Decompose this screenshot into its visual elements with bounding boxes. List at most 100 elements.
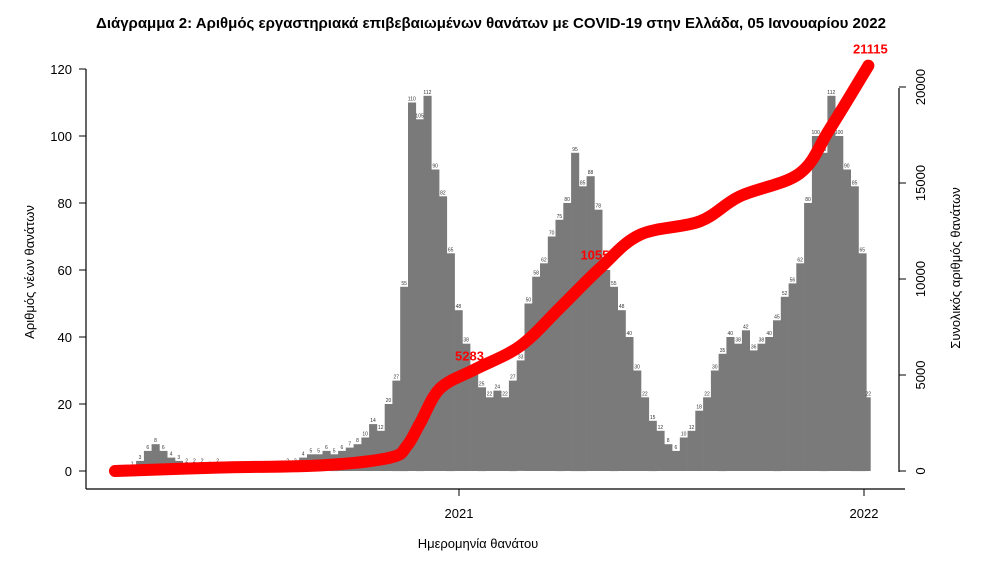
bar xyxy=(361,437,370,471)
bar-value-label: 55 xyxy=(401,281,407,287)
bar xyxy=(524,303,533,471)
bar xyxy=(501,397,510,471)
bar-value-label: 12 xyxy=(689,425,695,431)
bar xyxy=(765,337,774,471)
cumulative-line xyxy=(109,59,875,477)
bar-value-label: 8 xyxy=(356,438,359,444)
bar-value-label: 10 xyxy=(362,432,368,438)
bar-value-label: 22 xyxy=(487,391,493,397)
bar xyxy=(151,444,160,471)
bar-value-label: 65 xyxy=(860,247,866,253)
bar-value-label: 4 xyxy=(302,452,305,458)
bar xyxy=(672,450,681,471)
bar-value-label: 4 xyxy=(170,452,173,458)
bar xyxy=(602,270,611,471)
bar-value-label: 22 xyxy=(866,391,872,397)
bar xyxy=(796,263,805,471)
bar-value-label: 10 xyxy=(681,432,687,438)
bar-value-label: 80 xyxy=(564,197,570,203)
bar-value-label: 52 xyxy=(782,291,788,297)
bar-value-label: 40 xyxy=(766,331,772,337)
bar-value-label: 45 xyxy=(774,314,780,320)
bar xyxy=(780,296,789,471)
bar xyxy=(687,430,696,471)
y-right-tick-label: 20000 xyxy=(913,69,928,105)
cumulative-annotation: 21115 xyxy=(853,42,888,57)
x-axis-label: Ημερομηνία θανάτου xyxy=(418,536,539,551)
bar-value-label: 55 xyxy=(611,281,617,287)
bar xyxy=(159,450,168,471)
bar-value-label: 48 xyxy=(456,304,462,310)
bar xyxy=(656,430,665,471)
bar xyxy=(842,169,851,471)
bar xyxy=(641,397,650,471)
bar-value-label: 3 xyxy=(139,455,142,461)
y-right-tick-label: 5000 xyxy=(913,361,928,390)
bar xyxy=(571,152,580,472)
bar-value-label: 33 xyxy=(518,354,524,360)
bar-value-label: 42 xyxy=(743,324,749,330)
bar xyxy=(400,286,409,472)
y-tick-label: 80 xyxy=(58,196,72,211)
bar-value-label: 100 xyxy=(835,130,844,136)
bar-value-label: 78 xyxy=(596,204,602,210)
y-tick-label: 120 xyxy=(50,62,72,77)
bar-value-label: 5 xyxy=(333,448,336,454)
bar-value-label: 8 xyxy=(667,438,670,444)
y-axis-label: Αριθμός νέων θανάτων xyxy=(22,205,37,339)
y-tick-label: 0 xyxy=(65,464,72,479)
bar-value-label: 12 xyxy=(378,425,384,431)
bar-value-label: 95 xyxy=(572,147,578,153)
bar-value-label: 50 xyxy=(526,298,532,304)
bar xyxy=(369,424,378,471)
bar xyxy=(710,370,719,471)
x-tick-label: 2022 xyxy=(850,506,879,521)
bar xyxy=(470,370,479,471)
bar xyxy=(516,360,525,471)
bar xyxy=(594,209,603,471)
bar xyxy=(586,176,595,471)
bar-value-label: 58 xyxy=(533,271,539,277)
bar xyxy=(462,343,471,471)
bar-value-label: 12 xyxy=(658,425,664,431)
bar-value-label: 48 xyxy=(619,304,625,310)
bar xyxy=(384,404,393,471)
bar-value-label: 56 xyxy=(790,277,796,283)
bar-value-label: 65 xyxy=(448,247,454,253)
bar-value-label: 82 xyxy=(440,190,446,196)
bar xyxy=(446,253,455,472)
bar-value-label: 30 xyxy=(634,365,640,371)
bar-value-label: 22 xyxy=(502,391,508,397)
y-right-tick-label: 10000 xyxy=(913,261,928,297)
y-tick-label: 100 xyxy=(50,129,72,144)
bar xyxy=(625,337,634,471)
bar xyxy=(485,397,494,471)
left-ticks: 0 20 40 60 80 100 120 xyxy=(50,62,86,479)
bar xyxy=(679,437,688,471)
bar xyxy=(703,397,712,471)
bar-value-label: 24 xyxy=(495,385,501,391)
axes xyxy=(85,69,905,490)
bar-value-label: 36 xyxy=(751,344,757,350)
bar-value-label: 27 xyxy=(510,375,516,381)
cumulative-annotation: 5283 xyxy=(455,349,484,364)
x-ticks: 2021 2022 xyxy=(445,489,879,521)
bar-value-label: 22 xyxy=(642,391,648,397)
bar-value-label: 3 xyxy=(177,455,180,461)
bar-value-label: 100 xyxy=(812,130,821,136)
bar-value-label: 40 xyxy=(627,331,633,337)
bar xyxy=(757,343,766,471)
bar-value-label: 2 xyxy=(193,458,196,464)
bar xyxy=(850,186,859,472)
bar xyxy=(734,343,743,471)
bar-value-label: 70 xyxy=(549,231,555,237)
bar-value-label: 14 xyxy=(370,418,376,424)
bar-value-label: 112 xyxy=(827,90,835,96)
bar-value-label: 6 xyxy=(325,445,328,451)
y-right-tick-label: 0 xyxy=(913,467,928,474)
bar xyxy=(835,136,844,471)
bar xyxy=(547,236,556,471)
bar xyxy=(858,253,867,472)
bars-layer xyxy=(128,95,871,472)
